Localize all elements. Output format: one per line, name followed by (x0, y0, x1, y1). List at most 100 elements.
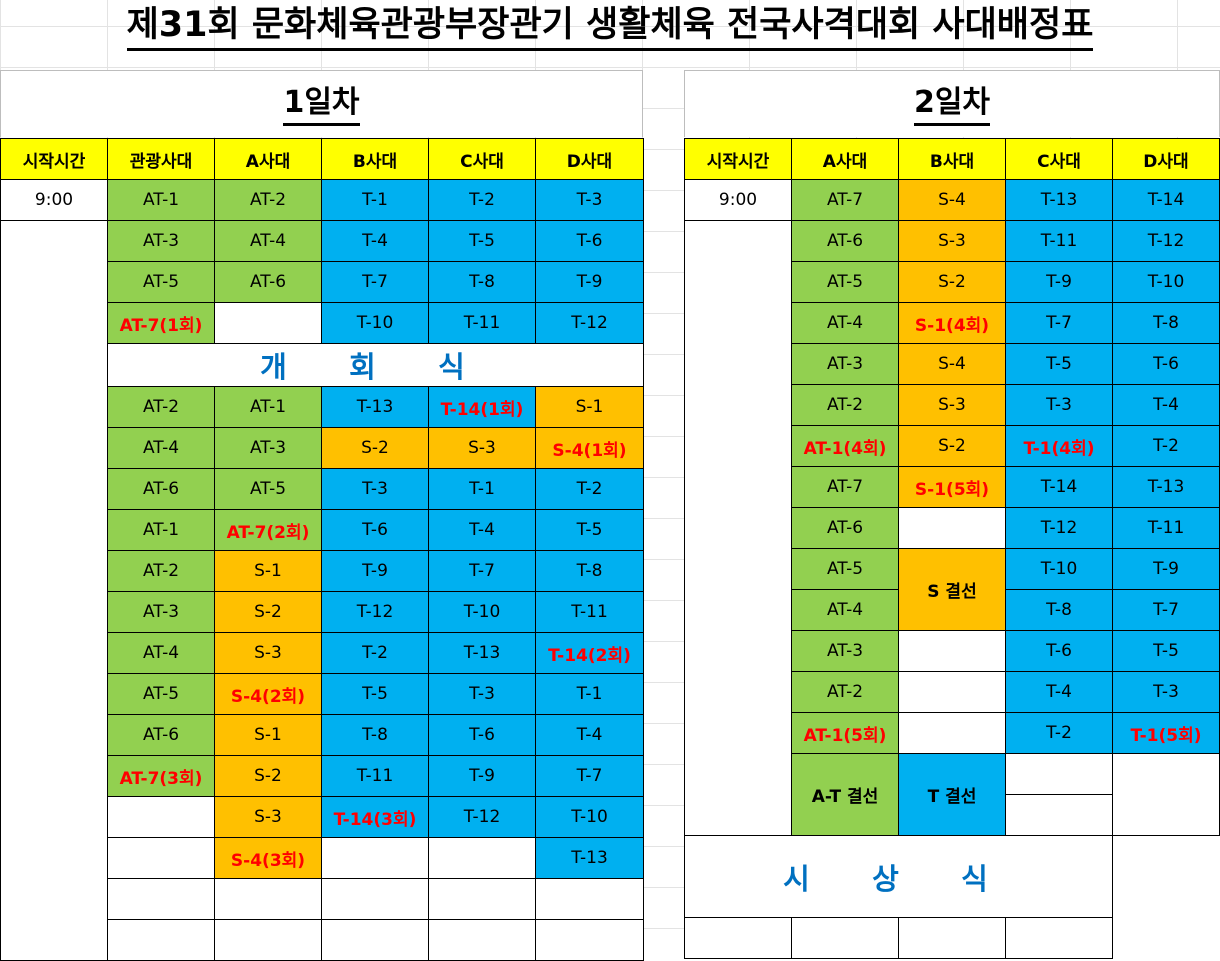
day1-cell: T-3 (535, 179, 644, 221)
day1-cell: S-1 (535, 386, 644, 428)
day2-empty-cell (684, 917, 792, 959)
day2-cell: S-4 (898, 179, 1006, 221)
day1-row: S-3 T-14(3회) T-12 T-10 (1, 796, 644, 838)
day2-cell: T-14 (1005, 466, 1113, 508)
day1-cell: S-2 (214, 591, 322, 633)
day2-cell: T-5 (1005, 343, 1113, 385)
day2-final-row: A-T 결선 T 결선 (685, 753, 1220, 836)
day2-cell: AT-5 (791, 261, 899, 303)
day2-empty-cell (1005, 794, 1113, 836)
day2-label: 2일차 (913, 83, 991, 126)
day1-cell: T-7 (428, 550, 536, 592)
day1-cell: T-13 (535, 837, 644, 879)
day2-cell: T-5 (1112, 630, 1220, 672)
day1-header-cell: C사대 (428, 138, 536, 180)
day2-cell: T-9 (1005, 261, 1113, 303)
day1-header-cell: A사대 (214, 138, 322, 180)
day2-cell: AT-7 (791, 466, 899, 508)
day2-cell: AT-2 (791, 671, 899, 713)
day1-cell: AT-7(1회) (107, 302, 215, 344)
day2-header-cell: C사대 (1005, 138, 1113, 180)
day1-row: AT-2 AT-1 T-13 T-14(1회) S-1 (1, 386, 644, 428)
day1-cell: T-2 (535, 468, 644, 510)
day1-row: AT-2 S-1 T-9 T-7 T-8 (1, 550, 644, 592)
day1-cell (214, 878, 322, 920)
day1-cell (214, 919, 322, 961)
day2-cell: AT-1(5회) (791, 712, 899, 754)
day2-label-box: 2일차 (684, 70, 1220, 137)
day1-cell: S-3 (428, 427, 536, 469)
day2-cell: T-12 (1005, 507, 1113, 549)
day1-cell: T-1 (321, 179, 429, 221)
day1-cell: AT-4 (214, 220, 322, 262)
day1-cell: T-7 (535, 755, 644, 797)
day1-cell: S-1 (214, 550, 322, 592)
day1-cell: S-4(3회) (214, 837, 322, 879)
day2-start-time: 9:00 (684, 179, 792, 221)
day2-cell: AT-6 (791, 507, 899, 549)
day1-cell: AT-5 (214, 468, 322, 510)
day2-cell: T-12 (1112, 220, 1220, 262)
day1-header-cell: B사대 (321, 138, 429, 180)
day2-row: AT-6 T-12 T-11 (685, 507, 1220, 549)
day2-cell: AT-5 (791, 548, 899, 590)
day1-cell: T-11 (428, 302, 536, 344)
day1-row: AT-5 S-4(2회) T-5 T-3 T-1 (1, 673, 644, 715)
day1-cell: T-4 (535, 714, 644, 756)
day2-cell: T-7 (1005, 302, 1113, 344)
day1-cell: S-4(1회) (535, 427, 644, 469)
day2-header-row: 시작시간 A사대 B사대 C사대 D사대 (684, 138, 1220, 180)
day1-cell: T-8 (321, 714, 429, 756)
day1-cell: T-5 (535, 509, 644, 551)
day1-label-box: 1일차 (0, 70, 643, 137)
day1-cell: S-2 (214, 755, 322, 797)
day1-cell: T-8 (535, 550, 644, 592)
day2-cell: S-2 (898, 261, 1006, 303)
day1-cell: T-8 (428, 261, 536, 303)
day1-cell: T-11 (535, 591, 644, 633)
day1-row: AT-1 AT-7(2회) T-6 T-4 T-5 (1, 509, 644, 551)
day2-table: 시작시간 A사대 B사대 C사대 D사대 9:00 AT-7 S-4 T-13 T-14 AT-6 S… (684, 138, 1220, 959)
day1-cell: T-10 (321, 302, 429, 344)
day1-cell: AT-1 (107, 509, 215, 551)
day1-cell: T-2 (321, 632, 429, 674)
day1-cell: S-1 (214, 714, 322, 756)
day1-cell: T-14(2회) (535, 632, 644, 674)
day1-cell: T-12 (428, 796, 536, 838)
day1-row: AT-6 AT-5 T-3 T-1 T-2 (1, 468, 644, 510)
day2-empty-cell (1005, 753, 1113, 795)
day1-cell: T-10 (535, 796, 644, 838)
day1-header-row: 시작시간 관광사대 A사대 B사대 C사대 D사대 (0, 138, 644, 180)
day2-empty-cell (898, 917, 1006, 959)
day2-cell: T-1(4회) (1005, 425, 1113, 467)
day2-ceremony-row: 시 상 식 (684, 835, 1220, 918)
day2-cell: T-2 (1112, 425, 1220, 467)
day1-cell (214, 302, 322, 344)
day2-cell (898, 630, 1006, 672)
day1-cell: T-4 (321, 220, 429, 262)
day1-header-cell: 관광사대 (107, 138, 215, 180)
day2-row: AT-2 T-4 T-3 (685, 671, 1220, 713)
day1-cell: S-3 (214, 796, 322, 838)
day1-cell: T-6 (535, 220, 644, 262)
day1-cell: T-7 (321, 261, 429, 303)
day2-cell: T-2 (1005, 712, 1113, 754)
day1-row: AT-4 AT-3 S-2 S-3 S-4(1회) (1, 427, 644, 469)
day1-cell: AT-4 (107, 632, 215, 674)
day2-row (684, 917, 1220, 959)
day1-row: 9:00 AT-1 AT-2 T-1 T-2 T-3 (0, 179, 644, 221)
day1-cell: S-4(2회) (214, 673, 322, 715)
day1-row: AT-5 AT-6 T-7 T-8 T-9 (1, 261, 644, 303)
day1-cell: T-1 (535, 673, 644, 715)
day1-cell: S-3 (214, 632, 322, 674)
day1-cell: AT-3 (107, 591, 215, 633)
day1-cell: AT-5 (107, 261, 215, 303)
award-ceremony: 시 상 식 (684, 835, 1113, 918)
t-final-cell: T 결선 (898, 753, 1006, 836)
day2-cell: T-3 (1112, 671, 1220, 713)
day1-cell: AT-3 (214, 427, 322, 469)
day2-cell: S-4 (898, 343, 1006, 385)
day2-cell: T-7 (1112, 589, 1220, 631)
day1-row (1, 919, 644, 961)
day1-cell (107, 878, 215, 920)
